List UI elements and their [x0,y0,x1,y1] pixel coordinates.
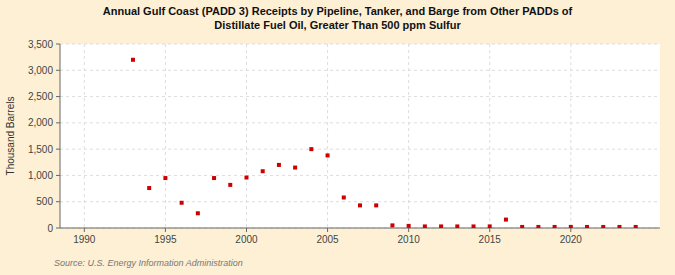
y-axis-label: Thousand Barrels [5,97,16,176]
y-axis-line [60,44,61,228]
point [163,176,167,180]
point [342,196,346,200]
grid-line-y [60,96,660,97]
grid [60,44,660,228]
grid-line-x [570,44,571,228]
point [617,225,621,228]
tick-y [56,149,60,150]
title: Annual Gulf Coast (PADD 3) Receipts by P… [103,5,573,31]
point [472,224,476,228]
point [439,224,443,228]
point [244,176,248,180]
point [147,186,151,190]
tick-label-y: 2,500 [28,91,53,102]
point [423,224,427,228]
point [358,203,362,207]
grid-line-x [327,44,328,228]
point [520,225,524,228]
point [390,223,394,227]
point [180,201,184,205]
grid-line-x [246,44,247,228]
point [326,153,330,157]
grid-line-y [60,44,660,45]
point [601,225,605,228]
point [293,166,297,170]
grid-line-x [84,44,85,228]
chart: Annual Gulf Coast (PADD 3) Receipts by P… [0,0,675,275]
tick-x [327,228,328,232]
tick-y [56,96,60,97]
point [374,203,378,207]
grid-line-y [60,201,660,202]
tick-label-x: 1995 [154,234,177,245]
tick-y [56,44,60,45]
tick-label-y: 500 [36,196,53,207]
point [131,58,135,62]
point [228,183,232,187]
point [212,176,216,180]
point [504,218,508,222]
tick-label-x: 2005 [316,234,339,245]
point [488,224,492,228]
tick-label-y: 0 [47,223,53,234]
tick-y [56,228,60,229]
point [277,163,281,167]
tick-label-x: 2020 [560,234,583,245]
tick-label-y: 1,000 [28,170,53,181]
tick-label-x: 2010 [398,234,421,245]
grid-line-y [60,122,660,123]
tick-x [489,228,490,232]
tick-y [56,122,60,123]
plot-area [60,44,660,228]
points [131,58,638,228]
point [196,211,200,215]
tick-y [56,201,60,202]
tick-y [56,70,60,71]
point [536,225,540,228]
tick-label-y: 3,500 [28,39,53,50]
title-line: Distillate Fuel Oil, Greater Than 500 pp… [214,19,461,31]
grid-line-y [60,70,660,71]
tick-x [408,228,409,232]
grid-line-x [489,44,490,228]
tick-x [246,228,247,232]
point [634,225,638,228]
grid-line-y [60,175,660,176]
point [585,225,589,228]
point [455,224,459,228]
grid-line-x [408,44,409,228]
tick-label-y: 3,000 [28,65,53,76]
tick-label-x: 2015 [479,234,502,245]
axes: 0 500 1,000 1,500 2,000 2,500 3,000 3,500 1990 19… [28,39,660,246]
tick-x [165,228,166,232]
tick-label-x: 1990 [73,234,96,245]
tick-y [56,175,60,176]
tick-label-y: 2,000 [28,117,53,128]
grid-line-y [60,149,660,150]
point [553,225,557,228]
tick-label-y: 1,500 [28,144,53,155]
point [309,147,313,151]
point [407,224,411,228]
title-line: Annual Gulf Coast (PADD 3) Receipts by P… [103,5,573,17]
point [569,225,573,228]
tick-x [570,228,571,232]
point [261,169,265,173]
tick-x [84,228,85,232]
grid-line-x [165,44,166,228]
tick-label-x: 2000 [235,234,258,245]
source: Source: U.S. Energy Information Administ… [54,258,243,268]
background [0,0,675,275]
